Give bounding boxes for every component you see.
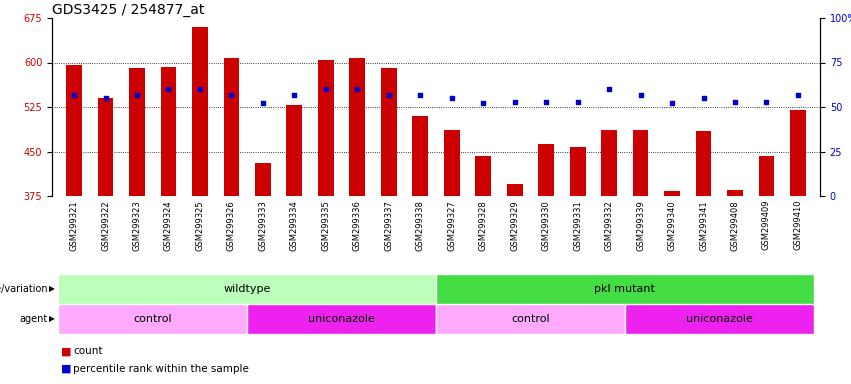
Point [728, 99, 742, 105]
Bar [625, 304, 814, 334]
Text: pkl mutant: pkl mutant [594, 284, 655, 294]
Point [414, 91, 427, 98]
Bar [602, 129, 617, 196]
Text: control: control [511, 314, 550, 324]
Point [665, 100, 679, 106]
Text: GSM299334: GSM299334 [290, 200, 299, 251]
Point [351, 86, 364, 92]
Text: GSM299323: GSM299323 [133, 200, 141, 251]
Text: GSM299322: GSM299322 [101, 200, 110, 250]
Point [697, 95, 711, 101]
Text: GSM299337: GSM299337 [385, 200, 393, 251]
Point [634, 91, 648, 98]
Text: GSM299329: GSM299329 [511, 200, 519, 250]
Text: GDS3425 / 254877_at: GDS3425 / 254877_at [52, 3, 204, 17]
Text: uniconazole: uniconazole [308, 314, 375, 324]
Text: genotype/variation: genotype/variation [0, 284, 48, 294]
Bar [224, 58, 239, 196]
Bar [539, 144, 554, 196]
Point [382, 91, 396, 98]
Point [162, 86, 175, 92]
Bar [633, 129, 648, 196]
Text: GSM299333: GSM299333 [259, 200, 267, 251]
Text: GSM299339: GSM299339 [636, 200, 645, 251]
Point [760, 99, 774, 105]
Bar [247, 304, 436, 334]
Point [791, 91, 805, 98]
Text: GSM299409: GSM299409 [762, 200, 771, 250]
Bar [192, 27, 208, 196]
Bar [350, 58, 365, 196]
Text: GSM299336: GSM299336 [353, 200, 362, 251]
Point [603, 86, 616, 92]
Bar [255, 163, 271, 196]
Text: wildtype: wildtype [224, 284, 271, 294]
Text: GSM299328: GSM299328 [479, 200, 488, 251]
Bar [59, 274, 436, 304]
Text: GSM299326: GSM299326 [227, 200, 236, 251]
Bar [436, 304, 625, 334]
Text: ■: ■ [60, 364, 71, 374]
Point [99, 95, 112, 101]
Bar [507, 184, 523, 196]
Point [540, 99, 553, 105]
Bar [695, 131, 711, 196]
Point [508, 99, 522, 105]
Point [193, 86, 207, 92]
Bar [727, 190, 743, 196]
Text: GSM299321: GSM299321 [70, 200, 78, 250]
Text: GSM299335: GSM299335 [322, 200, 330, 251]
Bar [413, 116, 428, 196]
Text: GSM299341: GSM299341 [699, 200, 708, 250]
Point [319, 86, 333, 92]
Bar [59, 304, 247, 334]
Bar [444, 129, 460, 196]
Bar [318, 60, 334, 196]
Text: uniconazole: uniconazole [686, 314, 753, 324]
Bar [790, 110, 806, 196]
Text: GSM299324: GSM299324 [164, 200, 173, 250]
Text: ▶: ▶ [49, 314, 55, 323]
Point [571, 99, 585, 105]
Bar [129, 68, 145, 196]
Bar [664, 191, 680, 196]
Bar [161, 67, 176, 196]
Text: ■: ■ [60, 346, 71, 356]
Point [477, 100, 490, 106]
Text: control: control [134, 314, 172, 324]
Text: ▶: ▶ [49, 285, 55, 293]
Bar [476, 156, 491, 196]
Bar [66, 65, 82, 196]
Bar [98, 98, 113, 196]
Bar [436, 274, 814, 304]
Text: GSM299408: GSM299408 [730, 200, 740, 250]
Point [445, 95, 459, 101]
Text: GSM299338: GSM299338 [416, 200, 425, 251]
Point [225, 91, 238, 98]
Point [288, 91, 301, 98]
Bar [381, 68, 397, 196]
Point [130, 91, 144, 98]
Point [256, 100, 270, 106]
Text: GSM299410: GSM299410 [793, 200, 802, 250]
Text: percentile rank within the sample: percentile rank within the sample [73, 364, 249, 374]
Text: GSM299332: GSM299332 [604, 200, 614, 251]
Text: GSM299325: GSM299325 [196, 200, 204, 250]
Bar [758, 156, 774, 196]
Bar [287, 105, 302, 196]
Text: GSM299340: GSM299340 [667, 200, 677, 250]
Text: count: count [73, 346, 103, 356]
Text: GSM299330: GSM299330 [542, 200, 551, 251]
Text: agent: agent [20, 314, 48, 324]
Text: GSM299331: GSM299331 [573, 200, 582, 251]
Text: GSM299327: GSM299327 [448, 200, 456, 251]
Point [67, 91, 81, 98]
Bar [570, 147, 585, 196]
